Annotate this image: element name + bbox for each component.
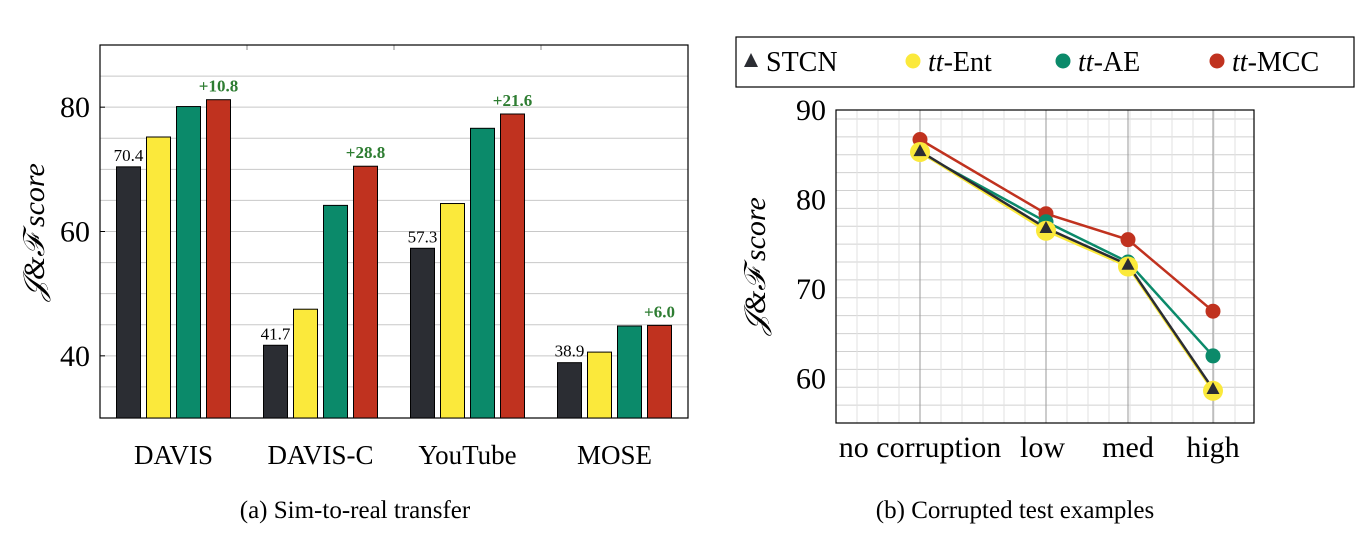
bar-value-label: 70.4: [114, 146, 144, 165]
bar-tt-Ent-DAVIS: [146, 136, 171, 419]
point-tt-MCC: [1205, 303, 1221, 319]
bar-tt-MCC-DAVIS: [206, 99, 231, 419]
bar-chart-y-axis-label: 𝒥&ℱ score: [18, 163, 51, 303]
line-chart-y-axis-label: 𝒥&ℱ score: [739, 197, 772, 337]
x-tick-label: DAVIS-C: [267, 440, 373, 470]
bar-delta-label: +21.6: [493, 91, 532, 110]
y-tick-label: 60: [60, 216, 90, 249]
bar-chart: 40 60 80 DAVIS DAVIS-C YouTube MOSE 70.4 +10.8…: [18, 44, 689, 524]
bar-delta-label: +28.8: [346, 143, 385, 162]
bar-tt-Ent-MOSE: [587, 351, 612, 419]
bar-tt-Ent-YouTube: [440, 203, 465, 419]
bar-chart-caption: (a) Sim-to-real transfer: [240, 497, 471, 524]
bar-STCN-MOSE: [557, 362, 582, 419]
y-tick-label: 60: [796, 362, 826, 395]
x-tick-label: no corruption: [839, 431, 1001, 464]
bar-tt-MCC-DAVIS-C: [353, 165, 378, 419]
bar-STCN-DAVIS: [116, 166, 141, 419]
x-tick-label: MOSE: [577, 440, 652, 470]
x-tick-label: med: [1102, 431, 1154, 464]
legend-marker-STCN: [744, 53, 758, 67]
y-tick-label: 70: [796, 273, 826, 306]
bar-tt-MCC-MOSE: [647, 324, 672, 419]
series-line-tt-MCC: [919, 138, 1214, 313]
series-line-STCN: [919, 150, 1215, 390]
x-tick-label: low: [1020, 431, 1065, 464]
point-STCN: [1039, 221, 1053, 234]
point-STCN: [1206, 382, 1220, 395]
bar-tt-AE-MOSE: [617, 325, 642, 419]
legend-label-STCN: STCN: [766, 47, 838, 78]
y-tick-label: 80: [60, 91, 90, 124]
bar-delta-label: +10.8: [199, 77, 238, 96]
legend-box: [735, 36, 1355, 88]
legend-marker-tt-Ent: [905, 53, 921, 69]
point-tt-MCC: [1120, 232, 1136, 248]
bar-value-label: 38.9: [555, 342, 585, 361]
bar-tt-MCC-YouTube: [500, 113, 525, 419]
bar-tt-AE-YouTube: [470, 127, 495, 419]
x-tick-label: high: [1186, 431, 1239, 464]
y-tick-label: 90: [796, 94, 826, 127]
point-STCN: [1121, 257, 1135, 270]
line-chart-frame: [835, 109, 1255, 424]
bar-tt-Ent-DAVIS-C: [293, 308, 318, 419]
legend-label-tt-AE: tt-AE: [1078, 47, 1140, 78]
y-tick-label: 40: [60, 340, 90, 373]
legend-label-tt-MCC: tt-MCC: [1232, 47, 1319, 78]
line-chart: 60 70 80 90 no corruption low med high 𝒥&ℱ sco…: [735, 36, 1355, 524]
legend-marker-tt-MCC: [1209, 53, 1225, 69]
legend-marker-tt-AE: [1055, 53, 1071, 69]
point-STCN: [913, 144, 927, 157]
bar-tt-AE-DAVIS: [176, 106, 201, 419]
bar-delta-label: +6.0: [644, 302, 675, 321]
x-tick-label: YouTube: [418, 440, 516, 470]
line-chart-caption: (b) Corrupted test examples: [876, 497, 1154, 524]
y-tick-label: 80: [796, 183, 826, 216]
bar-STCN-YouTube: [410, 247, 435, 419]
bar-STCN-DAVIS-C: [263, 344, 288, 419]
bar-value-label: 41.7: [261, 324, 291, 343]
point-tt-AE: [1205, 348, 1221, 364]
series-line-tt-AE: [919, 151, 1214, 357]
legend-label-tt-Ent: tt-Ent: [928, 47, 992, 78]
x-tick-label: DAVIS: [134, 440, 213, 470]
legend: STCN tt-Ent tt-AE tt-MCC: [735, 36, 1355, 88]
bar-value-label: 57.3: [408, 227, 438, 246]
bar-tt-AE-DAVIS-C: [323, 204, 348, 419]
